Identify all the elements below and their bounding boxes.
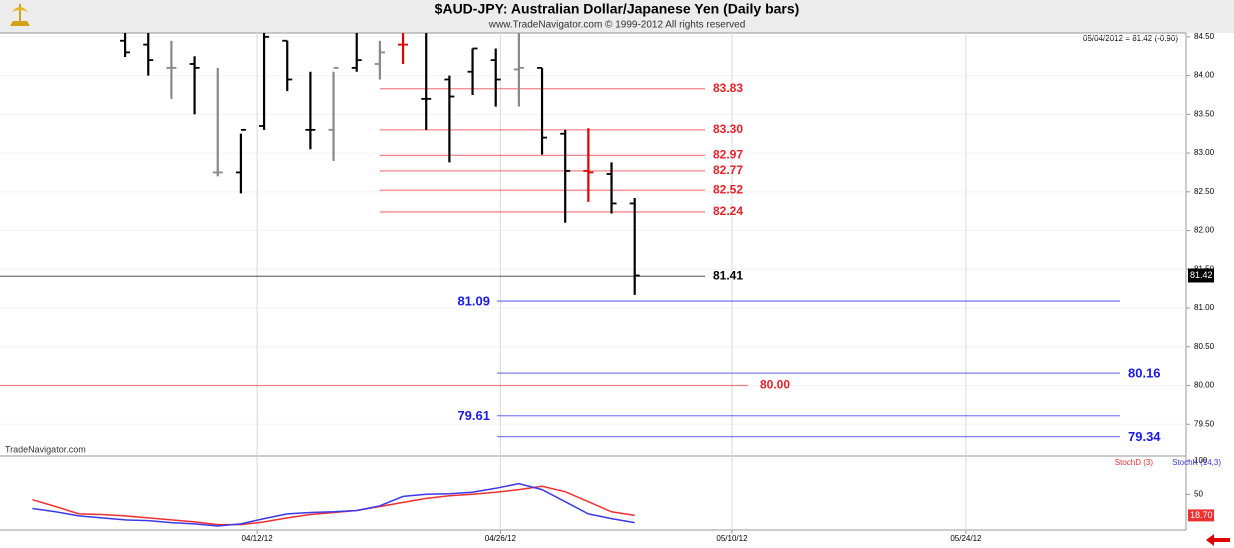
level-label: 83.83 [713, 81, 743, 95]
stoch-panel [32, 456, 967, 530]
current-price-label: 81.42 [1190, 270, 1213, 280]
chart-subtitle: www.TradeNavigator.com © 1999-2012 All r… [488, 20, 746, 31]
level-label: 79.61 [457, 408, 490, 423]
logo [10, 4, 30, 26]
y-tick-label: 81.00 [1194, 303, 1215, 312]
x-tick-label: 04/26/12 [485, 534, 517, 543]
status-text: 05/04/2012 = 81.42 (-0.90) [1083, 34, 1178, 43]
watermark: TradeNavigator.com [5, 444, 86, 454]
level-label: 81.41 [713, 268, 743, 282]
level-label: 82.77 [713, 163, 743, 177]
level-label: 80.16 [1128, 366, 1161, 381]
x-tick-label: 04/12/12 [242, 534, 274, 543]
level-label: 82.52 [713, 182, 743, 196]
current-stoch-label: 18.70 [1190, 510, 1213, 520]
y-tick-label: 50 [1194, 489, 1203, 498]
y-tick-label: 100 [1194, 456, 1208, 465]
level-label: 83.30 [713, 122, 743, 136]
price-panel [0, 33, 1186, 456]
y-tick-label: 82.00 [1194, 226, 1215, 235]
level-label: 79.34 [1128, 429, 1161, 444]
header-band [0, 0, 1234, 33]
y-tick-label: 80.00 [1194, 381, 1215, 390]
y-tick-label: 82.50 [1194, 187, 1215, 196]
y-tick-label: 83.00 [1194, 148, 1215, 157]
level-label: 81.09 [457, 293, 490, 308]
stoch-line [32, 485, 635, 526]
y-tick-label: 79.50 [1194, 419, 1215, 428]
current-stoch-box [1188, 509, 1214, 522]
legend-label: StochK (14,3) [1172, 458, 1221, 467]
level-label: 82.24 [713, 204, 743, 218]
y-tick-label: 84.50 [1194, 32, 1215, 41]
y-tick-label: 84.00 [1194, 71, 1215, 80]
chart-title: $AUD-JPY: Australian Dollar/Japanese Yen… [435, 1, 800, 17]
stoch-line [32, 482, 635, 527]
legend-label: StochD (3) [1115, 458, 1154, 467]
x-tick-label: 05/10/12 [716, 534, 748, 543]
x-tick-label: 05/24/12 [950, 534, 982, 543]
y-tick-label: 83.50 [1194, 109, 1215, 118]
level-label: 82.97 [713, 148, 743, 162]
scroll-arrow[interactable] [1206, 534, 1230, 546]
current-price-box [1188, 268, 1214, 283]
y-tick-label: 80.50 [1194, 342, 1215, 351]
level-label: 80.00 [760, 378, 790, 392]
